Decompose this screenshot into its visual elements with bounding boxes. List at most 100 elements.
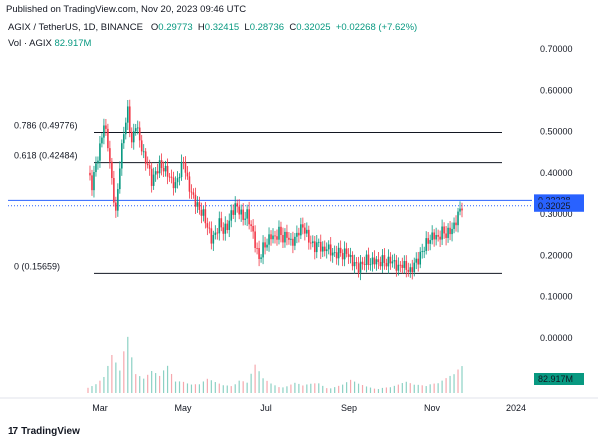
- y-tick-label: 0.50000: [540, 127, 573, 137]
- candle-body: [216, 232, 219, 234]
- candle-body: [194, 194, 197, 207]
- volume-bar: [405, 381, 407, 393]
- candle-body: [204, 209, 207, 224]
- volume-bar: [258, 371, 260, 393]
- candle-body: [196, 202, 199, 207]
- candle-body: [451, 228, 453, 235]
- candle-body: [397, 264, 400, 271]
- candle-body: [186, 172, 189, 177]
- volume-bar: [314, 383, 316, 393]
- candle-body: [286, 231, 288, 238]
- volume-bar: [266, 380, 268, 393]
- volume-bar: [186, 383, 189, 393]
- volume-bar: [417, 384, 419, 393]
- volume-bar: [87, 387, 89, 393]
- volume-bar: [318, 383, 320, 393]
- candle-body: [138, 127, 141, 141]
- candle-body: [335, 252, 338, 259]
- volume-bar: [99, 380, 101, 393]
- volume-bar: [349, 379, 352, 393]
- candle-body: [156, 171, 159, 174]
- volume-bar: [147, 374, 149, 393]
- candle-body: [170, 176, 173, 178]
- candle-body: [375, 259, 378, 265]
- volume-bar: [246, 382, 248, 393]
- volume-bar: [194, 384, 197, 393]
- candle-body: [325, 249, 328, 252]
- candle-body: [174, 182, 177, 189]
- candle-body: [192, 192, 195, 195]
- symbol-legend: AGIX / TetherUS, 1D, BINANCE O0.29773 H0…: [8, 22, 417, 33]
- candle-body: [363, 264, 366, 265]
- candle-body: [260, 257, 262, 259]
- candle-body: [290, 238, 292, 240]
- volume-bar: [310, 383, 312, 393]
- volume-bar: [437, 383, 439, 393]
- candle-body: [313, 241, 316, 253]
- candle-body: [109, 148, 111, 162]
- volume-bar: [274, 385, 276, 393]
- candle-body: [321, 246, 324, 252]
- candle-body: [387, 256, 390, 267]
- candle-body: [240, 209, 242, 215]
- candle-body: [168, 176, 171, 178]
- volume-bar: [377, 389, 380, 393]
- candle-body: [224, 223, 227, 234]
- volume-bar: [198, 384, 201, 393]
- candle-body: [236, 203, 239, 207]
- volume-label-text: 82.917M: [538, 374, 573, 384]
- x-tick-label: 2024: [506, 403, 526, 413]
- candle-body: [246, 209, 248, 219]
- volume-bar: [262, 378, 264, 393]
- candle-body: [331, 252, 334, 256]
- volume-label[interactable]: Vol · AGIX: [8, 38, 52, 49]
- tradingview-brand[interactable]: 17 TradingView: [8, 426, 80, 437]
- volume-bar: [238, 380, 240, 393]
- candle-body: [262, 242, 264, 258]
- candle-body: [126, 106, 129, 123]
- volume-bar: [306, 384, 308, 393]
- volume-bar: [326, 388, 328, 393]
- volume-bar: [389, 387, 391, 393]
- volume-bar: [433, 383, 435, 393]
- volume-bar: [159, 375, 161, 393]
- x-tick-label: Nov: [424, 403, 441, 413]
- candle-body: [95, 163, 97, 173]
- candle-body: [274, 235, 276, 237]
- candle-body: [389, 256, 392, 264]
- x-tick-label: Mar: [92, 403, 108, 413]
- candle-body: [459, 208, 461, 212]
- candle-body: [264, 242, 266, 248]
- symbol-name[interactable]: AGIX / TetherUS, 1D, BINANCE: [8, 22, 143, 33]
- y-tick-label: 0.60000: [540, 85, 573, 95]
- volume-bar: [302, 385, 304, 393]
- candle-body: [113, 178, 115, 203]
- fib-level-label: 0.618 (0.42484): [14, 151, 78, 161]
- candle-body: [445, 233, 447, 238]
- candle-body: [345, 248, 348, 254]
- candle-body: [413, 262, 416, 273]
- volume-bar: [373, 388, 376, 393]
- x-tick-label: Sep: [341, 403, 357, 413]
- candle-body: [359, 261, 362, 273]
- candle-body: [111, 161, 113, 179]
- candle-body: [230, 210, 233, 221]
- candle-body: [294, 236, 296, 246]
- candle-body: [198, 202, 201, 210]
- candle-body: [355, 262, 358, 264]
- candle-body: [379, 261, 382, 267]
- volume-bar: [449, 375, 451, 393]
- volume-bar: [91, 386, 93, 393]
- candle-body: [391, 261, 394, 264]
- candle-body: [162, 168, 165, 172]
- candle-body: [317, 241, 320, 243]
- high-key: H: [197, 22, 205, 33]
- volume-bar: [421, 385, 423, 393]
- candle-body: [166, 165, 169, 177]
- candle-body: [365, 254, 368, 265]
- candle-body: [403, 261, 406, 268]
- volume-bar: [127, 336, 129, 393]
- candle-body: [144, 151, 147, 164]
- candle-body: [310, 242, 312, 244]
